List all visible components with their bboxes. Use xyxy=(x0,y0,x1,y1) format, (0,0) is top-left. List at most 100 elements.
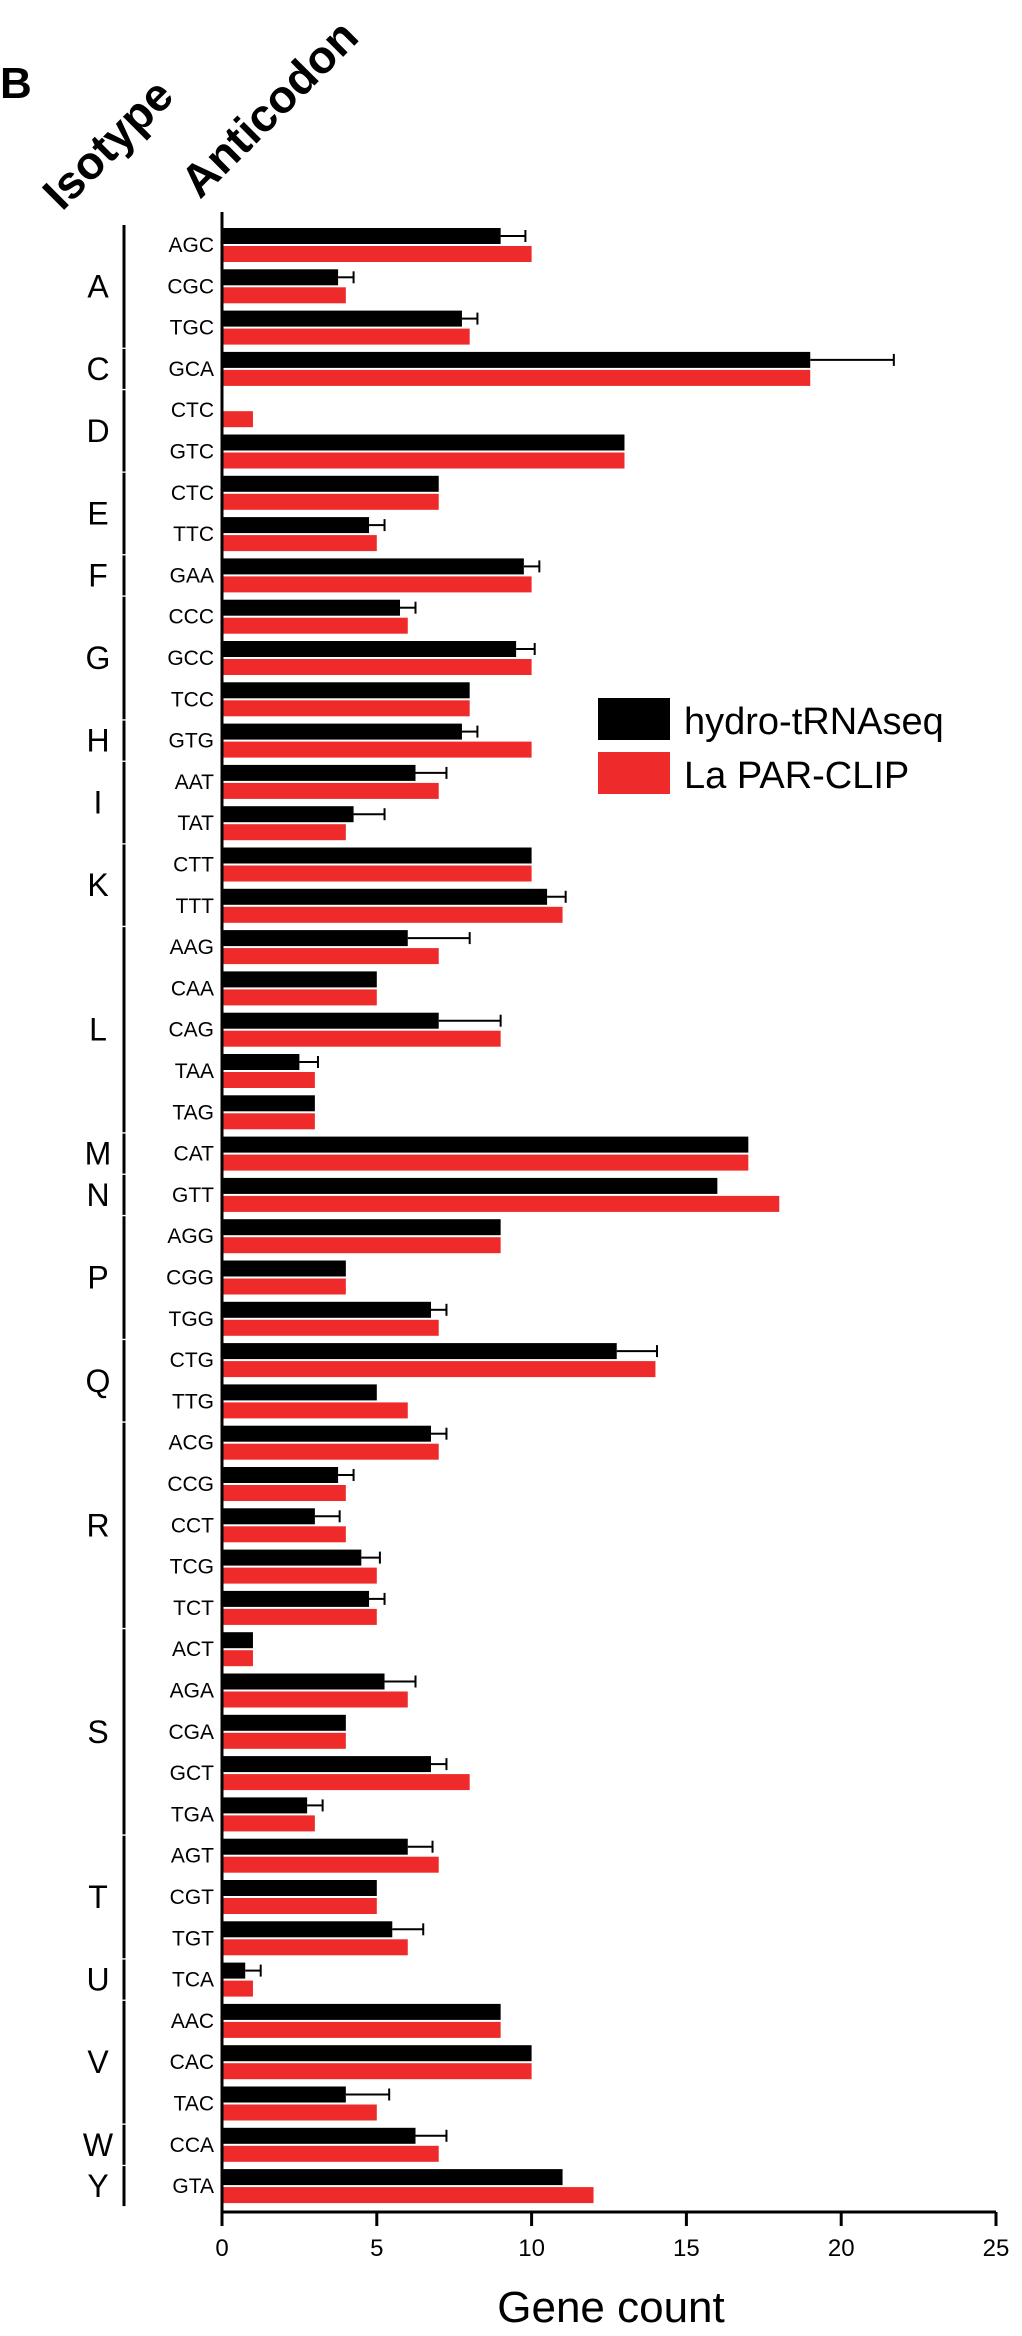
anticodon-label-r-tcg: TCG xyxy=(170,1556,214,1579)
bar-la-c-gca xyxy=(222,369,811,386)
bar-hydro-a-cgc xyxy=(222,269,339,286)
bar-la-t-cgt xyxy=(222,1898,377,1914)
anticodon-label-i-aat: AAT xyxy=(175,771,214,794)
bar-la-r-tcg xyxy=(222,1567,377,1584)
bar-hydro-r-acg xyxy=(222,1425,431,1442)
anticodon-label-v-tac: TAC xyxy=(174,2093,214,2116)
bar-la-v-aac xyxy=(222,2021,501,2038)
bar-hydro-u-tca xyxy=(222,1962,246,1979)
x-tick-label-25: 25 xyxy=(983,2235,1010,2262)
bar-la-p-agg xyxy=(222,1237,501,1254)
bar-la-a-agc xyxy=(222,246,532,262)
anticodon-label-i-tat: TAT xyxy=(177,812,214,835)
bar-hydro-r-tcg xyxy=(222,1549,362,1566)
anticodon-label-q-ctg: CTG xyxy=(170,1349,214,1372)
bar-hydro-q-ctg xyxy=(222,1343,617,1360)
bar-la-d-gtc xyxy=(222,452,625,469)
bar-hydro-v-cac xyxy=(222,2045,532,2062)
anticodon-label-v-cac: CAC xyxy=(170,2051,214,2074)
bar-hydro-l-tag xyxy=(222,1095,315,1112)
bar-la-y-gta xyxy=(222,2187,594,2204)
bar-la-s-cga xyxy=(222,1732,346,1749)
bar-hydro-r-ccg xyxy=(222,1467,339,1483)
bar-la-g-gcc xyxy=(222,659,532,675)
bar-hydro-s-tga xyxy=(222,1797,308,1814)
bar-la-q-ttg xyxy=(222,1402,408,1419)
bar-hydro-s-aga xyxy=(222,1673,385,1690)
isotype-label-r: R xyxy=(86,1507,109,1543)
anticodon-label-p-tgg: TGG xyxy=(169,1308,215,1331)
isotype-label-t: T xyxy=(88,1879,108,1915)
bar-la-v-tac xyxy=(222,2104,377,2121)
bar-hydro-p-tgg xyxy=(222,1301,431,1318)
anticodon-label-l-aag: AAG xyxy=(170,936,214,959)
bar-hydro-k-ttt xyxy=(222,888,548,905)
x-axis-ticks: 0 5 10 15 20 25 xyxy=(215,2212,1009,2262)
x-tick-label-15: 15 xyxy=(673,2235,700,2262)
anticodon-header: Anticodon xyxy=(170,10,368,208)
anticodon-label-d-gtc: GTC xyxy=(170,441,214,464)
anticodon-label-e-ttc: TTC xyxy=(173,523,214,546)
bar-hydro-e-ctc xyxy=(222,475,439,492)
bar-hydro-g-ccc xyxy=(222,599,401,616)
bar-la-e-ttc xyxy=(222,535,377,552)
bar-la-l-aag xyxy=(222,948,439,965)
isotype-label-g: G xyxy=(86,640,111,676)
legend: hydro-tRNAseq La PAR-CLIP xyxy=(598,698,944,797)
bar-la-k-ctt xyxy=(222,865,532,882)
isotype-label-a: A xyxy=(87,268,109,304)
bar-la-s-gct xyxy=(222,1774,470,1791)
bar-hydro-p-agg xyxy=(222,1219,501,1236)
anticodon-label-m-cat: CAT xyxy=(174,1143,215,1166)
isotype-label-v: V xyxy=(87,2044,109,2080)
anticodon-label-p-cgg: CGG xyxy=(166,1267,214,1290)
bar-hydro-k-ctt xyxy=(222,847,532,864)
bar-la-t-agt xyxy=(222,1856,439,1873)
anticodon-label-a-agc: AGC xyxy=(168,234,214,257)
isotype-label-l: L xyxy=(89,1012,107,1048)
isotype-label-s: S xyxy=(87,1714,108,1750)
bar-hydro-a-agc xyxy=(222,228,501,244)
isotype-label-q: Q xyxy=(86,1363,111,1399)
isotype-label-h: H xyxy=(86,723,109,759)
isotype-label-c: C xyxy=(86,351,109,387)
anticodon-label-l-caa: CAA xyxy=(171,977,214,1000)
x-tick-label-20: 20 xyxy=(828,2235,855,2262)
bar-hydro-p-cgg xyxy=(222,1260,346,1277)
isotype-label-y: Y xyxy=(87,2168,108,2204)
bar-la-f-gaa xyxy=(222,576,532,593)
x-tick-label-0: 0 xyxy=(215,2235,228,2262)
isotype-label-e: E xyxy=(87,495,108,531)
bar-hydro-f-gaa xyxy=(222,558,524,575)
anticodon-label-k-ttt: TTT xyxy=(176,895,215,918)
bar-la-h-gtg xyxy=(222,741,532,758)
bar-la-r-tct xyxy=(222,1608,377,1625)
bar-la-l-cag xyxy=(222,1030,501,1047)
anticodon-label-r-ccg: CCG xyxy=(167,1473,214,1496)
anticodon-label-s-gct: GCT xyxy=(170,1762,215,1785)
bar-la-l-caa xyxy=(222,989,377,1006)
bar-la-g-tcc xyxy=(222,700,470,717)
bar-hydro-i-tat xyxy=(222,806,354,823)
bar-hydro-m-cat xyxy=(222,1136,749,1153)
category-labels-layer: AGCCGCTGCAGCACCTCGTCDCTCTTCEGAAFCCCGCCTC… xyxy=(83,225,215,2207)
bar-la-n-gtt xyxy=(222,1195,780,1212)
bar-la-t-tgt xyxy=(222,1939,408,1956)
bar-la-a-tgc xyxy=(222,328,470,345)
bar-la-e-ctc xyxy=(222,493,439,510)
bar-la-q-ctg xyxy=(222,1361,656,1378)
bar-hydro-d-gtc xyxy=(222,434,625,451)
bar-hydro-n-gtt xyxy=(222,1177,718,1194)
panel-label: B xyxy=(0,59,32,108)
bar-hydro-e-ttc xyxy=(222,517,370,534)
anticodon-label-g-gcc: GCC xyxy=(167,647,214,670)
anticodon-label-u-tca: TCA xyxy=(172,1969,214,1992)
bar-hydro-l-taa xyxy=(222,1054,300,1070)
isotype-label-p: P xyxy=(87,1260,108,1296)
isotype-label-n: N xyxy=(86,1177,109,1213)
isotype-label-i: I xyxy=(94,785,103,821)
legend-label-la-par-clip: La PAR-CLIP xyxy=(684,755,909,797)
anticodon-label-s-aga: AGA xyxy=(170,1680,214,1703)
bar-hydro-s-act xyxy=(222,1632,253,1649)
anticodon-label-g-tcc: TCC xyxy=(171,688,214,711)
